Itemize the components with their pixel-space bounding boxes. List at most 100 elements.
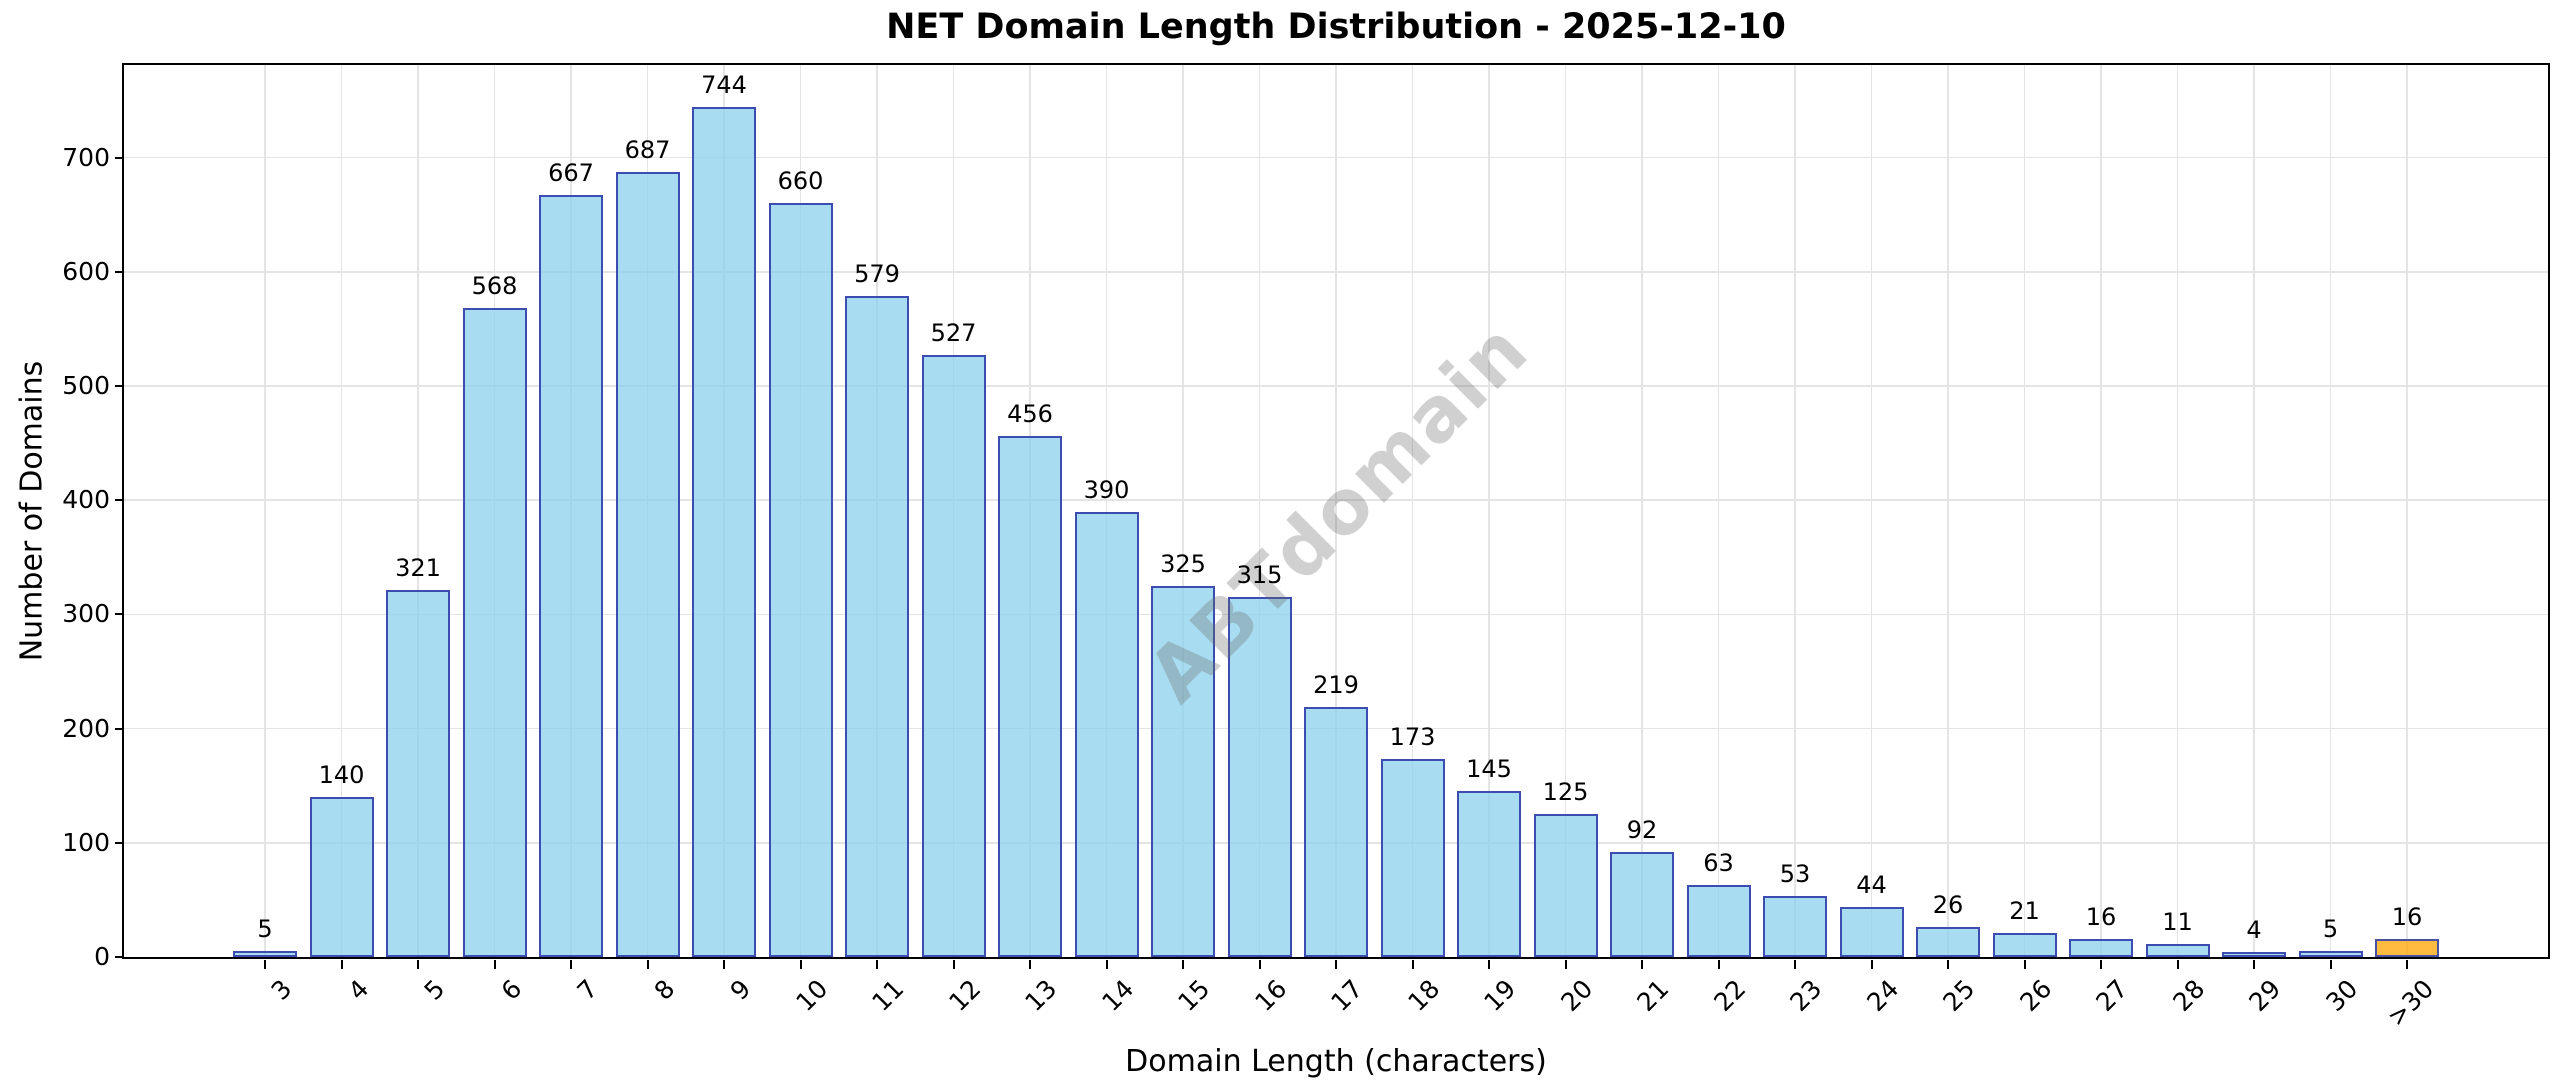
bar-value-label: 4 bbox=[2246, 916, 2262, 944]
x-tick-mark bbox=[723, 959, 725, 969]
bar-highlight bbox=[2375, 938, 2439, 957]
bar-value-label: 579 bbox=[854, 259, 900, 288]
bar-value-label: 11 bbox=[2162, 908, 2193, 937]
bar bbox=[845, 295, 909, 957]
x-gridline bbox=[2253, 65, 2255, 957]
bar-value-label: 26 bbox=[1932, 891, 1964, 920]
bar-value-label: 744 bbox=[701, 71, 747, 100]
x-tick-mark bbox=[1794, 959, 1796, 969]
bar bbox=[1992, 933, 2057, 957]
x-gridline bbox=[264, 65, 266, 957]
y-tick-label: 700 bbox=[62, 142, 110, 172]
y-tick-mark bbox=[115, 841, 124, 844]
bar bbox=[921, 355, 986, 957]
x-tick-label: 8 bbox=[648, 974, 681, 1006]
x-tick-mark bbox=[570, 959, 572, 969]
x-tick-label: 19 bbox=[1478, 974, 1522, 1018]
x-tick-label: 7 bbox=[571, 974, 604, 1006]
bar bbox=[1839, 906, 1904, 957]
bar bbox=[233, 951, 297, 957]
x-tick-mark bbox=[1411, 959, 1414, 969]
x-axis-label: Domain Length (characters) bbox=[1125, 1044, 1547, 1079]
bar bbox=[2145, 944, 2210, 957]
x-tick-mark bbox=[2176, 959, 2179, 969]
bar-value-label: 140 bbox=[318, 761, 365, 790]
bar-value-label: 660 bbox=[777, 167, 824, 196]
x-tick-mark bbox=[646, 959, 649, 969]
y-tick-label: 600 bbox=[62, 256, 110, 286]
bar-value-label: 568 bbox=[471, 272, 518, 301]
x-gridline bbox=[1105, 65, 1108, 957]
x-gridline bbox=[2329, 65, 2332, 957]
x-tick-mark bbox=[340, 959, 343, 969]
bar-value-label: 5 bbox=[2322, 915, 2339, 944]
bar bbox=[1380, 759, 1445, 957]
x-gridline bbox=[1488, 65, 1490, 957]
x-gridline bbox=[1411, 65, 1414, 957]
x-tick-label: 26 bbox=[2014, 974, 2058, 1018]
chart-title: NET Domain Length Distribution - 2025-12… bbox=[886, 7, 1786, 47]
bar bbox=[1227, 597, 1292, 957]
bar-value-label: 92 bbox=[1626, 815, 1658, 844]
x-tick-label: 5 bbox=[418, 974, 451, 1006]
bar bbox=[1763, 896, 1827, 957]
bar-value-label: 125 bbox=[1542, 778, 1589, 807]
bar bbox=[2069, 938, 2133, 957]
watermark-text: ABTdomain bbox=[1131, 305, 1545, 719]
bar bbox=[768, 203, 833, 957]
x-tick-label: >30 bbox=[2381, 974, 2440, 1032]
x-tick-label: 21 bbox=[1631, 974, 1675, 1018]
x-tick-mark bbox=[1029, 959, 1031, 969]
y-tick-mark bbox=[115, 956, 124, 958]
x-gridline bbox=[340, 65, 343, 957]
x-tick-label: 24 bbox=[1861, 974, 1905, 1018]
x-tick-mark bbox=[493, 959, 496, 969]
y-tick-label: 400 bbox=[62, 485, 110, 515]
x-tick-mark bbox=[1182, 959, 1184, 969]
x-tick-label: 6 bbox=[495, 974, 528, 1006]
x-tick-label: 3 bbox=[265, 974, 298, 1006]
x-tick-mark bbox=[1870, 959, 1873, 969]
x-gridline bbox=[1641, 65, 1643, 957]
x-tick-label: 20 bbox=[1555, 974, 1599, 1018]
x-tick-mark bbox=[1947, 959, 1949, 969]
x-gridline bbox=[2023, 65, 2026, 957]
bar bbox=[2298, 951, 2363, 957]
x-tick-label: 16 bbox=[1249, 974, 1293, 1018]
bar-value-label: 527 bbox=[930, 319, 977, 348]
x-tick-mark bbox=[799, 959, 802, 969]
x-tick-label: 23 bbox=[1784, 974, 1828, 1018]
bar-value-label: 321 bbox=[395, 554, 441, 583]
x-gridline bbox=[1182, 65, 1184, 957]
x-tick-mark bbox=[264, 959, 266, 969]
bar bbox=[1304, 706, 1368, 957]
x-tick-label: 10 bbox=[790, 974, 834, 1018]
bar bbox=[309, 797, 374, 957]
x-tick-mark bbox=[1717, 959, 1720, 969]
x-tick-label: 15 bbox=[1172, 974, 1216, 1018]
x-gridline bbox=[1564, 65, 1567, 957]
x-gridline bbox=[1258, 65, 1261, 957]
y-tick-label: 0 bbox=[94, 942, 110, 971]
x-tick-mark bbox=[952, 959, 955, 969]
bar-value-label: 390 bbox=[1083, 475, 1130, 504]
bar-value-label: 145 bbox=[1466, 755, 1512, 784]
bar-value-label: 16 bbox=[2391, 902, 2423, 931]
x-gridline bbox=[1794, 65, 1796, 957]
x-tick-mark bbox=[417, 959, 419, 969]
bar-value-label: 687 bbox=[624, 136, 671, 165]
x-tick-mark bbox=[1641, 959, 1643, 969]
x-tick-label: 11 bbox=[866, 974, 910, 1018]
x-tick-label: 29 bbox=[2243, 974, 2287, 1018]
x-tick-mark bbox=[1335, 959, 1337, 969]
x-tick-label: 25 bbox=[1937, 974, 1981, 1018]
x-tick-mark bbox=[1488, 959, 1490, 969]
bar-value-label: 315 bbox=[1236, 561, 1283, 590]
bar bbox=[386, 590, 450, 957]
bar bbox=[1916, 927, 1980, 957]
bar bbox=[1686, 885, 1751, 957]
bar bbox=[1533, 814, 1598, 957]
bar bbox=[539, 195, 603, 957]
bar bbox=[1457, 791, 1521, 957]
